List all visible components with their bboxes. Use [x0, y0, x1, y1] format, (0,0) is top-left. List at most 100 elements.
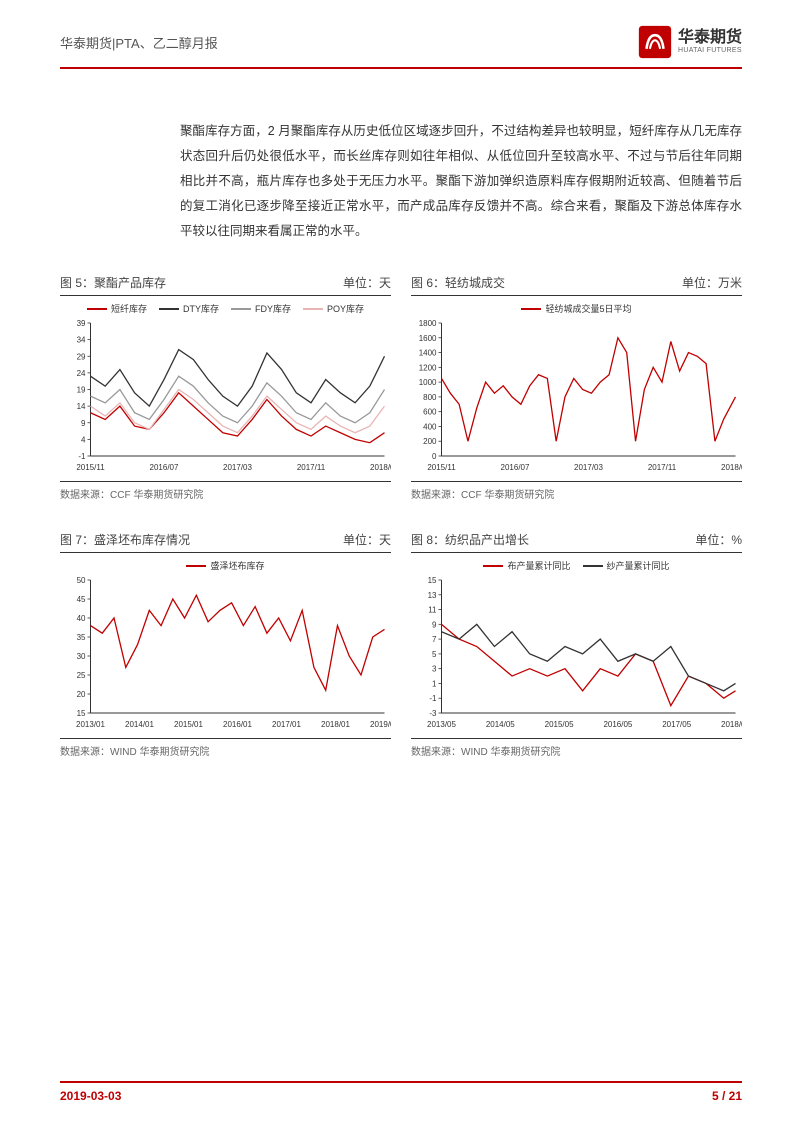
legend-swatch [186, 565, 206, 567]
legend-item: 轻纺城成交量5日平均 [521, 302, 631, 315]
svg-text:2014/01: 2014/01 [125, 720, 154, 729]
svg-text:2018/05: 2018/05 [721, 720, 742, 729]
svg-text:20: 20 [77, 690, 86, 699]
legend-item: DTY库存 [159, 302, 219, 315]
svg-text:1000: 1000 [419, 378, 437, 387]
legend-swatch [483, 565, 503, 567]
svg-text:25: 25 [77, 671, 86, 680]
legend-item: 短纤库存 [87, 302, 147, 315]
svg-text:24: 24 [77, 369, 86, 378]
svg-text:30: 30 [77, 652, 86, 661]
svg-text:2016/01: 2016/01 [223, 720, 252, 729]
charts-grid: 图 5：聚酯产品库存 单位：天 短纤库存DTY库存FDY库存POY库存 -149… [0, 264, 802, 758]
chart-canvas: -3-1135791113152013/052014/052015/052016… [411, 576, 742, 731]
legend-label: 纱产量累计同比 [607, 559, 670, 572]
svg-text:2015/01: 2015/01 [174, 720, 203, 729]
chart-source: 数据来源：CCF 华泰期货研究院 [411, 481, 742, 501]
svg-text:2015/05: 2015/05 [545, 720, 574, 729]
svg-text:1200: 1200 [419, 363, 437, 372]
chart-canvas: 0200400600800100012001400160018002015/11… [411, 319, 742, 474]
legend-label: DTY库存 [183, 302, 219, 315]
svg-text:1: 1 [432, 679, 437, 688]
svg-text:1600: 1600 [419, 334, 437, 343]
svg-text:2018/07: 2018/07 [721, 463, 742, 472]
svg-text:7: 7 [432, 635, 437, 644]
svg-text:1400: 1400 [419, 349, 437, 358]
legend-swatch [521, 308, 541, 310]
legend-swatch [159, 308, 179, 310]
svg-text:5: 5 [432, 650, 437, 659]
svg-text:3: 3 [432, 665, 437, 674]
chart-header: 图 7：盛泽坯布库存情况 单位：天 [60, 531, 391, 553]
chart-source: 数据来源：CCF 华泰期货研究院 [60, 481, 391, 501]
svg-text:35: 35 [77, 633, 86, 642]
page-header: 华泰期货|PTA、乙二醇月报 华泰期货 HUATAI FUTURES [0, 0, 802, 67]
svg-text:39: 39 [77, 319, 86, 328]
svg-text:9: 9 [432, 620, 437, 629]
svg-text:2015/11: 2015/11 [76, 463, 105, 472]
chart-header: 图 5：聚酯产品库存 单位：天 [60, 274, 391, 296]
svg-text:0: 0 [432, 452, 437, 461]
chart-legend: 布产量累计同比 纱产量累计同比 [411, 559, 742, 572]
chart-title: 图 6：轻纺城成交 [411, 274, 505, 291]
svg-text:2017/05: 2017/05 [662, 720, 691, 729]
chart-title: 图 5：聚酯产品库存 [60, 274, 166, 291]
legend-item: 布产量累计同比 [483, 559, 570, 572]
chart-5: 图 5：聚酯产品库存 单位：天 短纤库存DTY库存FDY库存POY库存 -149… [60, 274, 391, 501]
svg-text:29: 29 [77, 352, 86, 361]
logo: 华泰期货 HUATAI FUTURES [638, 25, 742, 59]
chart-7: 图 7：盛泽坯布库存情况 单位：天 盛泽坯布库存 15 20 25 30 35 40 45 5… [60, 531, 391, 758]
svg-text:2019/01: 2019/01 [370, 720, 391, 729]
svg-text:19: 19 [77, 386, 86, 395]
chart-unit: 单位：天 [343, 274, 391, 291]
svg-text:34: 34 [77, 336, 86, 345]
svg-text:2016/07: 2016/07 [150, 463, 179, 472]
legend-label: 短纤库存 [111, 302, 147, 315]
chart-legend: 轻纺城成交量5日平均 [411, 302, 742, 315]
chart-title: 图 8：纺织品产出增长 [411, 531, 529, 548]
svg-text:2017/11: 2017/11 [297, 463, 326, 472]
legend-item: 纱产量累计同比 [583, 559, 670, 572]
svg-text:2017/03: 2017/03 [574, 463, 603, 472]
chart-source: 数据来源：WIND 华泰期货研究院 [411, 738, 742, 758]
legend-label: 盛泽坯布库存 [210, 559, 264, 572]
svg-text:45: 45 [77, 595, 86, 604]
legend-item: FDY库存 [231, 302, 291, 315]
svg-text:15: 15 [77, 709, 86, 718]
chart-8: 图 8：纺织品产出增长 单位：% 布产量累计同比纱产量累计同比 -3-11357… [411, 531, 742, 758]
svg-text:600: 600 [423, 408, 437, 417]
legend-swatch [87, 308, 107, 310]
chart-title: 图 7：盛泽坯布库存情况 [60, 531, 190, 548]
svg-text:2018/07: 2018/07 [370, 463, 391, 472]
legend-label: FDY库存 [255, 302, 291, 315]
chart-unit: 单位：万米 [682, 274, 742, 291]
svg-text:14: 14 [77, 402, 86, 411]
svg-text:2017/11: 2017/11 [648, 463, 677, 472]
logo-en: HUATAI FUTURES [678, 47, 742, 55]
body-paragraph: 聚酯库存方面，2 月聚酯库存从历史低位区域逐步回升，不过结构差异也较明显，短纤库… [180, 119, 742, 244]
svg-text:2017/03: 2017/03 [223, 463, 252, 472]
svg-text:50: 50 [77, 576, 86, 585]
svg-text:1800: 1800 [419, 319, 437, 328]
svg-text:40: 40 [77, 614, 86, 623]
legend-item: 盛泽坯布库存 [186, 559, 264, 572]
svg-text:-3: -3 [429, 709, 437, 718]
legend-label: 轻纺城成交量5日平均 [545, 302, 631, 315]
svg-text:15: 15 [428, 576, 437, 585]
svg-text:13: 13 [428, 591, 437, 600]
logo-text: 华泰期货 HUATAI FUTURES [678, 29, 742, 54]
logo-icon [638, 25, 672, 59]
svg-text:2016/05: 2016/05 [603, 720, 632, 729]
svg-text:800: 800 [423, 393, 437, 402]
svg-text:2018/01: 2018/01 [321, 720, 350, 729]
legend-swatch [583, 565, 603, 567]
svg-text:2017/01: 2017/01 [272, 720, 301, 729]
legend-label: POY库存 [327, 302, 364, 315]
svg-text:2014/05: 2014/05 [486, 720, 515, 729]
footer-date: 2019-03-03 [60, 1089, 121, 1103]
chart-header: 图 6：轻纺城成交 单位：万米 [411, 274, 742, 296]
chart-unit: 单位：天 [343, 531, 391, 548]
svg-text:2015/11: 2015/11 [427, 463, 456, 472]
header-title: 华泰期货|PTA、乙二醇月报 [60, 33, 218, 52]
svg-text:9: 9 [81, 419, 86, 428]
